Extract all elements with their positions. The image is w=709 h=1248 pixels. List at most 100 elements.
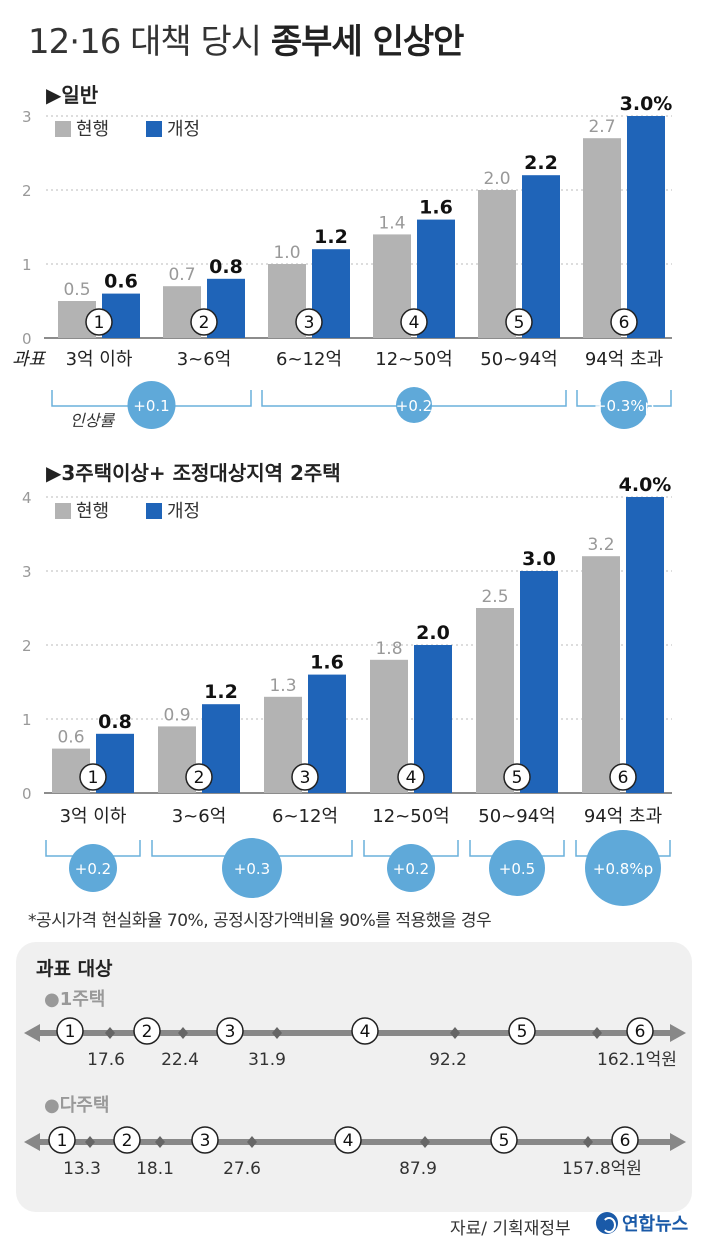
- tax-base-marker-number: 3: [200, 1131, 211, 1151]
- logo-icon: [596, 1212, 618, 1234]
- bracket-marker-circle: [397, 763, 425, 791]
- tax-base-marker-circle: [56, 1017, 84, 1045]
- tax-base-breakpoint-icon: [420, 1136, 430, 1148]
- tax-base-marker-number: 5: [517, 1022, 528, 1042]
- bar-current-value: 0.5: [63, 280, 90, 300]
- title-bold: 종부세 인상안: [270, 22, 465, 62]
- legend-revised-swatch: [146, 121, 162, 137]
- tax-base-marker-number: 4: [360, 1022, 371, 1042]
- bar-revised-value: 3.0: [522, 548, 556, 570]
- increase-label: +0.3: [234, 860, 270, 878]
- bar-revised: [520, 571, 558, 793]
- tax-base-marker-number: 2: [122, 1131, 133, 1151]
- increase-bubble: [585, 830, 661, 906]
- bar-revised-value: 0.8: [98, 711, 132, 733]
- tax-base-line-name: ●다주택: [44, 1095, 109, 1116]
- footnote: *공시가격 현실화율 70%, 공정시장가액비율 90%를 적용했을 경우: [28, 911, 492, 931]
- tax-base-marker-number: 6: [635, 1022, 646, 1042]
- bar-current-value: 1.4: [378, 213, 405, 233]
- category-label: 3~6억: [177, 349, 232, 370]
- legend-current-swatch: [55, 503, 71, 519]
- category-row-label: 과표: [12, 349, 47, 370]
- bar-revised: [626, 497, 664, 793]
- bracket-marker-number: 2: [194, 768, 205, 788]
- arrow-right-icon: [670, 1024, 686, 1042]
- bar-current-value: 2.5: [481, 587, 508, 607]
- increase-label: +0.5: [499, 860, 535, 878]
- increase-rate-label: 인상률: [70, 411, 115, 430]
- bracket-marker-circle: [610, 308, 638, 336]
- bar-current-value: 2.0: [483, 169, 510, 189]
- tax-base-breakpoint-icon: [450, 1027, 460, 1039]
- tax-base-breakpoint-label: 162.1억원: [597, 1050, 677, 1070]
- bracket-marker-number: 6: [619, 313, 630, 333]
- bar-revised: [522, 175, 560, 338]
- tax-base-marker-number: 2: [142, 1022, 153, 1042]
- tax-base-marker-number: 6: [620, 1131, 631, 1151]
- legend-revised-label: 개정: [167, 501, 200, 522]
- bar-revised: [627, 116, 665, 338]
- category-label: 6~12억: [276, 349, 342, 370]
- bar-revised-value: 2.2: [524, 152, 558, 174]
- bar-current-value: 0.7: [168, 265, 195, 285]
- tax-base-marker-number: 5: [499, 1131, 510, 1151]
- logo-text: 연합뉴스: [622, 1214, 689, 1235]
- tax-base-panel: [16, 942, 692, 1212]
- tax-base-marker-circle: [490, 1126, 518, 1154]
- bracket-marker-number: 1: [88, 768, 99, 788]
- category-label: 6~12억: [272, 806, 338, 827]
- legend-current-label: 현행: [76, 501, 109, 522]
- tax-base-breakpoint-icon: [155, 1136, 165, 1148]
- bar-revised-value: 1.2: [204, 681, 238, 703]
- bar-revised-value: 0.6: [104, 271, 138, 293]
- chart-1-ytick: 3: [22, 563, 32, 581]
- tax-base-marker-circle: [216, 1017, 244, 1045]
- chart-1-ytick: 0: [22, 785, 32, 803]
- increase-bubble: [387, 844, 435, 892]
- bar-current-value: 0.6: [57, 728, 84, 748]
- tax-base-marker-circle: [334, 1126, 362, 1154]
- tax-base-breakpoint-icon: [247, 1136, 257, 1148]
- increase-label: +0.2: [75, 860, 111, 878]
- bar-revised-value: 1.6: [310, 652, 344, 674]
- tax-base-breakpoint-icon: [85, 1136, 95, 1148]
- page-title: 12·16 대책 당시 종부세 인상안: [28, 14, 465, 63]
- bracket-marker-number: 4: [406, 768, 417, 788]
- tax-base-breakpoint-label: 31.9: [248, 1050, 286, 1070]
- bar-current-value: 2.7: [588, 117, 615, 137]
- chart-1-ytick: 2: [22, 637, 32, 655]
- tax-base-breakpoint-label: 92.2: [429, 1050, 467, 1070]
- increase-label: +0.2: [393, 860, 429, 878]
- bar-current-value: 1.0: [273, 243, 300, 263]
- bracket-marker-number: 3: [304, 313, 315, 333]
- tax-base-breakpoint-icon: [178, 1027, 188, 1039]
- bracket-marker-circle: [190, 308, 218, 336]
- legend-current-swatch: [55, 121, 71, 137]
- arrow-right-icon: [670, 1133, 686, 1151]
- tax-base-marker-number: 4: [343, 1131, 354, 1151]
- category-label: 94억 초과: [584, 806, 662, 827]
- bracket-marker-circle: [291, 763, 319, 791]
- bar-current-value: 3.2: [587, 535, 614, 555]
- bracket-marker-circle: [400, 308, 428, 336]
- bar-current: [476, 608, 514, 793]
- bracket-marker-number: 6: [618, 768, 629, 788]
- bracket-marker-number: 2: [199, 313, 210, 333]
- chart-0-ytick: 3: [22, 108, 32, 126]
- category-label: 3억 이하: [60, 806, 127, 827]
- category-label: 50~94억: [480, 349, 557, 370]
- increase-label: +0.3%p: [594, 397, 654, 415]
- tax-base-line-name: ●1주택: [44, 989, 105, 1010]
- chart-0-ytick: 0: [22, 330, 32, 348]
- increase-label: +0.8%p: [593, 860, 653, 878]
- bar-current-value: 0.9: [163, 705, 190, 725]
- tax-base-marker-circle: [611, 1126, 639, 1154]
- yonhap-logo: 연합뉴스: [596, 1210, 688, 1236]
- bracket-marker-circle: [295, 308, 323, 336]
- bracket-marker-number: 3: [300, 768, 311, 788]
- tax-base-marker-circle: [48, 1126, 76, 1154]
- bar-revised-value: 0.8: [209, 256, 243, 278]
- category-label: 50~94억: [478, 806, 555, 827]
- legend-revised-swatch: [146, 503, 162, 519]
